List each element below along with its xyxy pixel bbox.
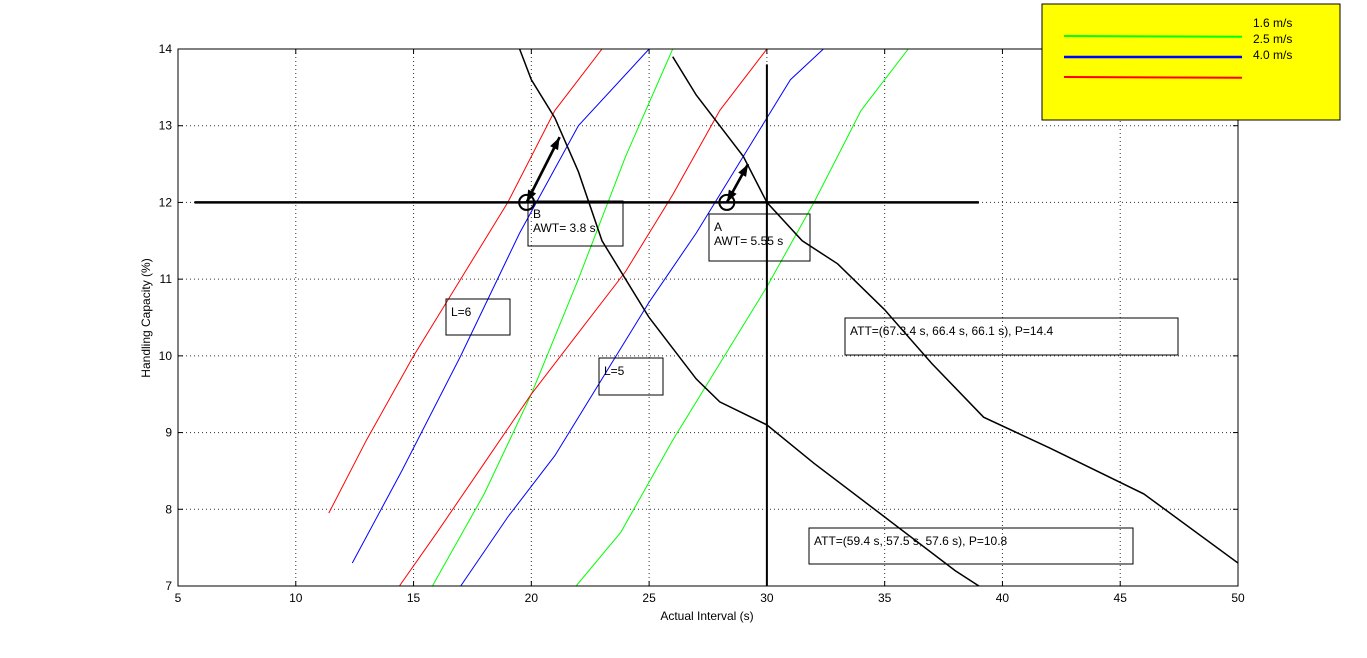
legend-label-2-5-m-s: 2.5 m/s: [1253, 32, 1292, 46]
series-att-att-p-10-8-line: [518, 49, 980, 586]
annotation-att-p14: ATT=(67.3.4 s, 66.4 s, 66.1 s), P=14.4: [844, 317, 1179, 356]
series-att-att-p-14-4-line: [672, 56, 1238, 564]
y-tick-label: 9: [165, 426, 172, 440]
x-tick-label: 50: [1231, 591, 1245, 605]
annotation-att-p14-text: ATT=(67.3.4 s, 66.4 s, 66.1 s), P=14.4: [850, 324, 1054, 338]
axes: [177, 48, 1239, 587]
plot-frame: [177, 48, 1239, 587]
series-1-6-m-s-l-6-line: [431, 49, 674, 586]
legend-label-4-0-m-s: 4.0 m/s: [1253, 48, 1292, 62]
y-tick-label: 12: [159, 195, 173, 209]
legend-line-1-6-m-s: [1063, 35, 1243, 38]
annotation-b-awt-text: B: [533, 207, 541, 221]
annotation-l5: L=5: [598, 357, 664, 396]
annotation-b-awt-text: AWT= 3.8 s: [533, 221, 596, 235]
legend-label-1-6-m-s: 1.6 m/s: [1253, 16, 1292, 30]
legend-box: [1041, 3, 1341, 121]
arrow-head: [726, 189, 737, 203]
point-a-marker: [718, 193, 736, 211]
series-1-6-m-s-l-5-line: [575, 49, 909, 586]
x-tick-label: 5: [175, 591, 182, 605]
annotation-l6-text: L=6: [451, 305, 472, 319]
y-tick-label: 11: [160, 272, 173, 286]
x-tick-label: 30: [760, 591, 774, 605]
legend: 1.6 m/s 2.5 m/s 4.0 m/s: [1041, 3, 1341, 121]
series-group: [328, 49, 1238, 586]
x-tick-label: 45: [1114, 591, 1128, 605]
annotation-att-p10-box: [808, 527, 1134, 565]
annotation-att-p10: ATT=(59.4 s, 57.5 s, 57.6 s), P=10.8: [808, 527, 1134, 565]
y-axis-label: Handling Capacity (%): [139, 258, 153, 377]
annotation-a-awt-text: AWT= 5.55 s: [714, 234, 783, 248]
x-tick-label: 40: [996, 591, 1010, 605]
series-4-0-m-s-l-5-line: [398, 49, 768, 586]
annotation-l5-text: L=5: [604, 364, 625, 378]
x-tick-label: 15: [407, 591, 421, 605]
marks-group: [194, 64, 979, 586]
annotation-a-awt-text: A: [714, 220, 722, 234]
legend-line-4-0-m-s: [1063, 76, 1243, 79]
x-tick-label: 25: [642, 591, 656, 605]
annotation-b-awt-box: [527, 200, 624, 247]
point-b-marker: [518, 193, 536, 211]
x-tick-label: 10: [289, 591, 303, 605]
annotation-l5-box: [598, 357, 664, 396]
annotation-l6-box: [445, 298, 511, 336]
y-tick-label: 14: [159, 42, 173, 56]
annotation-a-awt-box: [708, 213, 811, 262]
series-2-5-m-s-l-6-line: [351, 49, 650, 564]
annotation-att-p14-box: [844, 317, 1179, 356]
y-tick-label: 13: [159, 119, 173, 133]
arrow-head: [526, 189, 537, 203]
x-axis-label: Actual Interval (s): [660, 609, 753, 623]
annotation-att-p10-text: ATT=(59.4 s, 57.5 s, 57.6 s), P=10.8: [814, 534, 1008, 548]
annotation-l6: L=6: [445, 298, 511, 336]
ticks-group: 5 10 15 20 25 30 35 40 45 50 7 8 9 10 11 12 13 14: [159, 42, 1245, 605]
y-tick-label: 10: [159, 349, 173, 363]
series-4-0-m-s-l-6-line: [328, 49, 603, 514]
x-tick-label: 20: [525, 591, 539, 605]
series-2-5-m-s-l-5-line: [460, 49, 824, 586]
y-tick-label: 7: [165, 579, 172, 593]
y-tick-label: 8: [165, 502, 172, 516]
x-tick-label: 35: [878, 591, 892, 605]
